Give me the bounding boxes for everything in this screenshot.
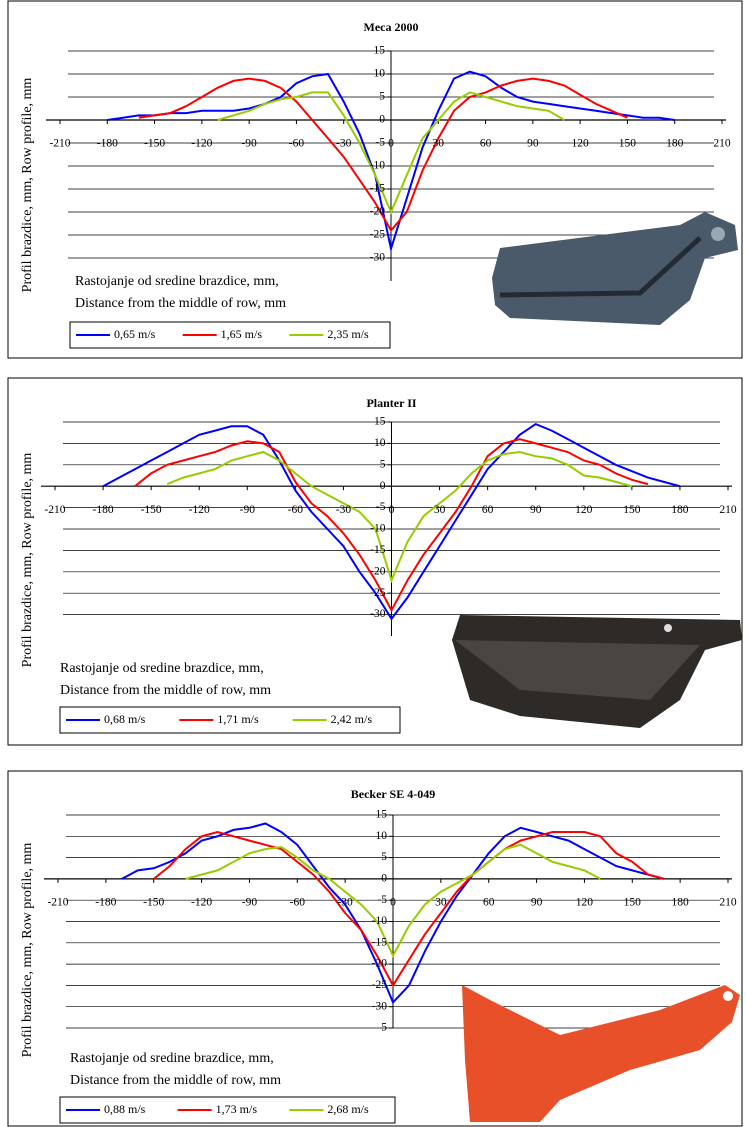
annotation: Distance from the middle of row, mm bbox=[75, 296, 286, 311]
x-tick-label: 210 bbox=[719, 504, 737, 516]
x-tick-label: -30 bbox=[336, 504, 352, 516]
x-tick-label: 60 bbox=[480, 138, 492, 150]
x-tick-label: 150 bbox=[619, 138, 637, 150]
legend-label: 2,42 m/s bbox=[331, 712, 373, 726]
y-tick-label: 0 bbox=[379, 114, 385, 126]
y-tick-label: -10 bbox=[370, 523, 386, 535]
x-tick-label: -60 bbox=[289, 138, 305, 150]
chart-title: Becker SE 4-049 bbox=[351, 787, 435, 801]
annotation: Distance from the middle of row, mm bbox=[60, 683, 271, 698]
y-tick-label: 15 bbox=[376, 809, 388, 821]
y-tick-label: 0 bbox=[380, 480, 386, 492]
x-tick-label: 30 bbox=[433, 138, 445, 150]
x-tick-label: 120 bbox=[576, 897, 594, 909]
x-tick-label: 180 bbox=[666, 138, 684, 150]
y-tick-label: -10 bbox=[370, 160, 386, 172]
page: 151050-5-10-15-20-25-30-210-180-150-120-… bbox=[0, 0, 746, 1127]
y-tick-label: 15 bbox=[374, 45, 386, 57]
x-tick-label: 90 bbox=[531, 897, 543, 909]
x-tick-label: 60 bbox=[483, 897, 495, 909]
x-tick-label: 210 bbox=[713, 138, 731, 150]
x-tick-label: -30 bbox=[337, 897, 353, 909]
legend-label: 1,65 m/s bbox=[221, 327, 263, 341]
x-tick-label: 180 bbox=[671, 504, 689, 516]
x-tick-label: 210 bbox=[719, 897, 737, 909]
chart-title: Planter II bbox=[366, 396, 416, 410]
x-tick-label: -180 bbox=[95, 897, 116, 909]
y-axis-label: Profil brazdice, mm, Row profile, mm bbox=[20, 843, 35, 1058]
x-tick-label: -180 bbox=[97, 138, 118, 150]
x-tick-label: 120 bbox=[572, 138, 590, 150]
y-tick-label: -30 bbox=[370, 252, 386, 264]
legend-label: 2,35 m/s bbox=[327, 327, 369, 341]
legend-label: 0,88 m/s bbox=[104, 1102, 146, 1116]
y-tick-label: 10 bbox=[376, 830, 388, 842]
annotation: Rastojanje od sredine brazdice, mm, bbox=[70, 1051, 274, 1066]
y-tick-label: -25 bbox=[370, 587, 386, 599]
x-tick-label: 0 bbox=[389, 504, 395, 516]
y-tick-label: 10 bbox=[374, 68, 386, 80]
x-tick-label: -180 bbox=[93, 504, 114, 516]
y-tick-label: 10 bbox=[374, 437, 386, 449]
x-tick-label: 90 bbox=[527, 138, 539, 150]
x-tick-label: -30 bbox=[336, 138, 352, 150]
x-tick-label: -120 bbox=[191, 138, 212, 150]
y-tick-label: -20 bbox=[372, 958, 388, 970]
x-tick-label: 30 bbox=[434, 504, 446, 516]
legend-label: 0,65 m/s bbox=[114, 327, 156, 341]
y-tick-label: -15 bbox=[370, 544, 386, 556]
x-tick-label: 0 bbox=[390, 897, 396, 909]
y-tick-label: -25 bbox=[372, 979, 388, 991]
x-tick-label: -150 bbox=[141, 504, 162, 516]
y-tick-label: 0 bbox=[381, 873, 387, 885]
x-tick-label: -90 bbox=[242, 897, 258, 909]
y-tick-label: -10 bbox=[372, 915, 388, 927]
y-tick-label: 5 bbox=[380, 458, 386, 470]
legend-label: 0,68 m/s bbox=[104, 712, 146, 726]
y-tick-label: 5 bbox=[379, 91, 385, 103]
x-tick-label: -210 bbox=[44, 504, 65, 516]
legend-label: 1,71 m/s bbox=[217, 712, 259, 726]
y-tick-label: -5 bbox=[376, 501, 386, 513]
x-tick-label: 60 bbox=[482, 504, 494, 516]
y-tick-label: 5 bbox=[381, 851, 387, 863]
x-tick-label: 150 bbox=[623, 504, 641, 516]
x-tick-label: 120 bbox=[575, 504, 593, 516]
x-tick-label: 30 bbox=[435, 897, 447, 909]
x-tick-label: -210 bbox=[49, 138, 70, 150]
y-tick-label: -15 bbox=[370, 183, 386, 195]
x-tick-label: -60 bbox=[290, 897, 306, 909]
x-tick-label: 90 bbox=[530, 504, 542, 516]
x-tick-label: -90 bbox=[240, 504, 256, 516]
y-tick-label: -30 bbox=[370, 608, 386, 620]
y-tick-label: -20 bbox=[370, 565, 386, 577]
x-tick-label: -150 bbox=[143, 897, 164, 909]
legend-label: 1,73 m/s bbox=[216, 1102, 258, 1116]
x-tick-label: -210 bbox=[47, 897, 68, 909]
y-tick-label: -5 bbox=[377, 894, 387, 906]
x-tick-label: -150 bbox=[144, 138, 165, 150]
x-tick-label: -120 bbox=[191, 897, 212, 909]
y-tick-label: -15 bbox=[372, 936, 388, 948]
x-tick-label: -120 bbox=[189, 504, 210, 516]
y-tick-label: -5 bbox=[375, 137, 385, 149]
y-tick-label: -20 bbox=[370, 206, 386, 218]
x-tick-label: 0 bbox=[388, 138, 394, 150]
y-tick-label: -30 bbox=[372, 1000, 388, 1012]
annotation: Rastojanje od sredine brazdice, mm, bbox=[75, 274, 279, 289]
y-tick-label: 5 bbox=[381, 1022, 387, 1034]
annotation: Rastojanje od sredine brazdice, mm, bbox=[60, 661, 264, 676]
y-tick-label: -25 bbox=[370, 229, 386, 241]
x-tick-label: 150 bbox=[624, 897, 642, 909]
x-tick-label: 180 bbox=[672, 897, 690, 909]
y-tick-label: 15 bbox=[374, 416, 386, 428]
annotation: Distance from the middle of row, mm bbox=[70, 1073, 281, 1088]
y-axis-label: Profil brazdice, mm, Row profile, mm bbox=[20, 78, 35, 293]
y-axis-label: Profil brazdice, mm, Row profile, mm bbox=[20, 453, 35, 668]
chart-title: Meca 2000 bbox=[364, 20, 419, 34]
x-tick-label: -90 bbox=[241, 138, 257, 150]
legend-label: 2,68 m/s bbox=[327, 1102, 369, 1116]
x-tick-label: -60 bbox=[288, 504, 304, 516]
